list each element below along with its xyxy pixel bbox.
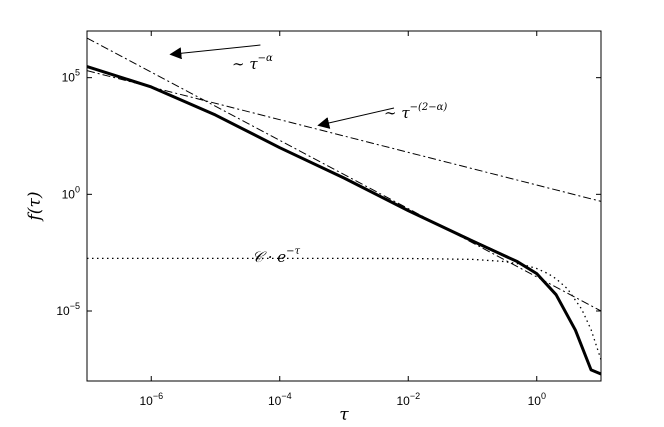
y-tick-marks <box>87 77 601 312</box>
series-line-dashdot-2 <box>87 37 601 312</box>
x-tick-label: 100 <box>528 391 546 408</box>
y-tick-label: 100 <box>62 184 80 201</box>
x-tick-label: 10−2 <box>396 391 420 408</box>
series-layer <box>87 37 601 376</box>
x-tick-label: 10−6 <box>139 391 163 408</box>
x-tick-marks <box>150 31 538 381</box>
y-tick-label: 10−5 <box>56 301 80 318</box>
annotation-alpha: ∼ τ−α <box>232 53 273 73</box>
plot-area <box>86 30 602 382</box>
annotation-arrow-two-minus-alpha <box>317 107 395 129</box>
x-tick-label: 10−4 <box>268 391 292 408</box>
x-axis-label: τ <box>339 405 349 425</box>
annotation-arrow-alpha <box>169 44 261 60</box>
annotation-arrows <box>169 44 395 129</box>
series-line-dotted-4 <box>87 257 601 360</box>
y-axis-label: f(τ) <box>25 192 45 223</box>
annotation-exp: 𝒞 · e−τ <box>252 246 301 266</box>
series-line-dashed-1 <box>87 65 538 274</box>
series-line-dashdot-3 <box>87 70 601 202</box>
series-line-solid-thick-0 <box>87 65 601 376</box>
annotation-two-minus-alpha: ∼ τ−(2−α) <box>384 102 447 122</box>
y-tick-label: 105 <box>62 68 80 85</box>
